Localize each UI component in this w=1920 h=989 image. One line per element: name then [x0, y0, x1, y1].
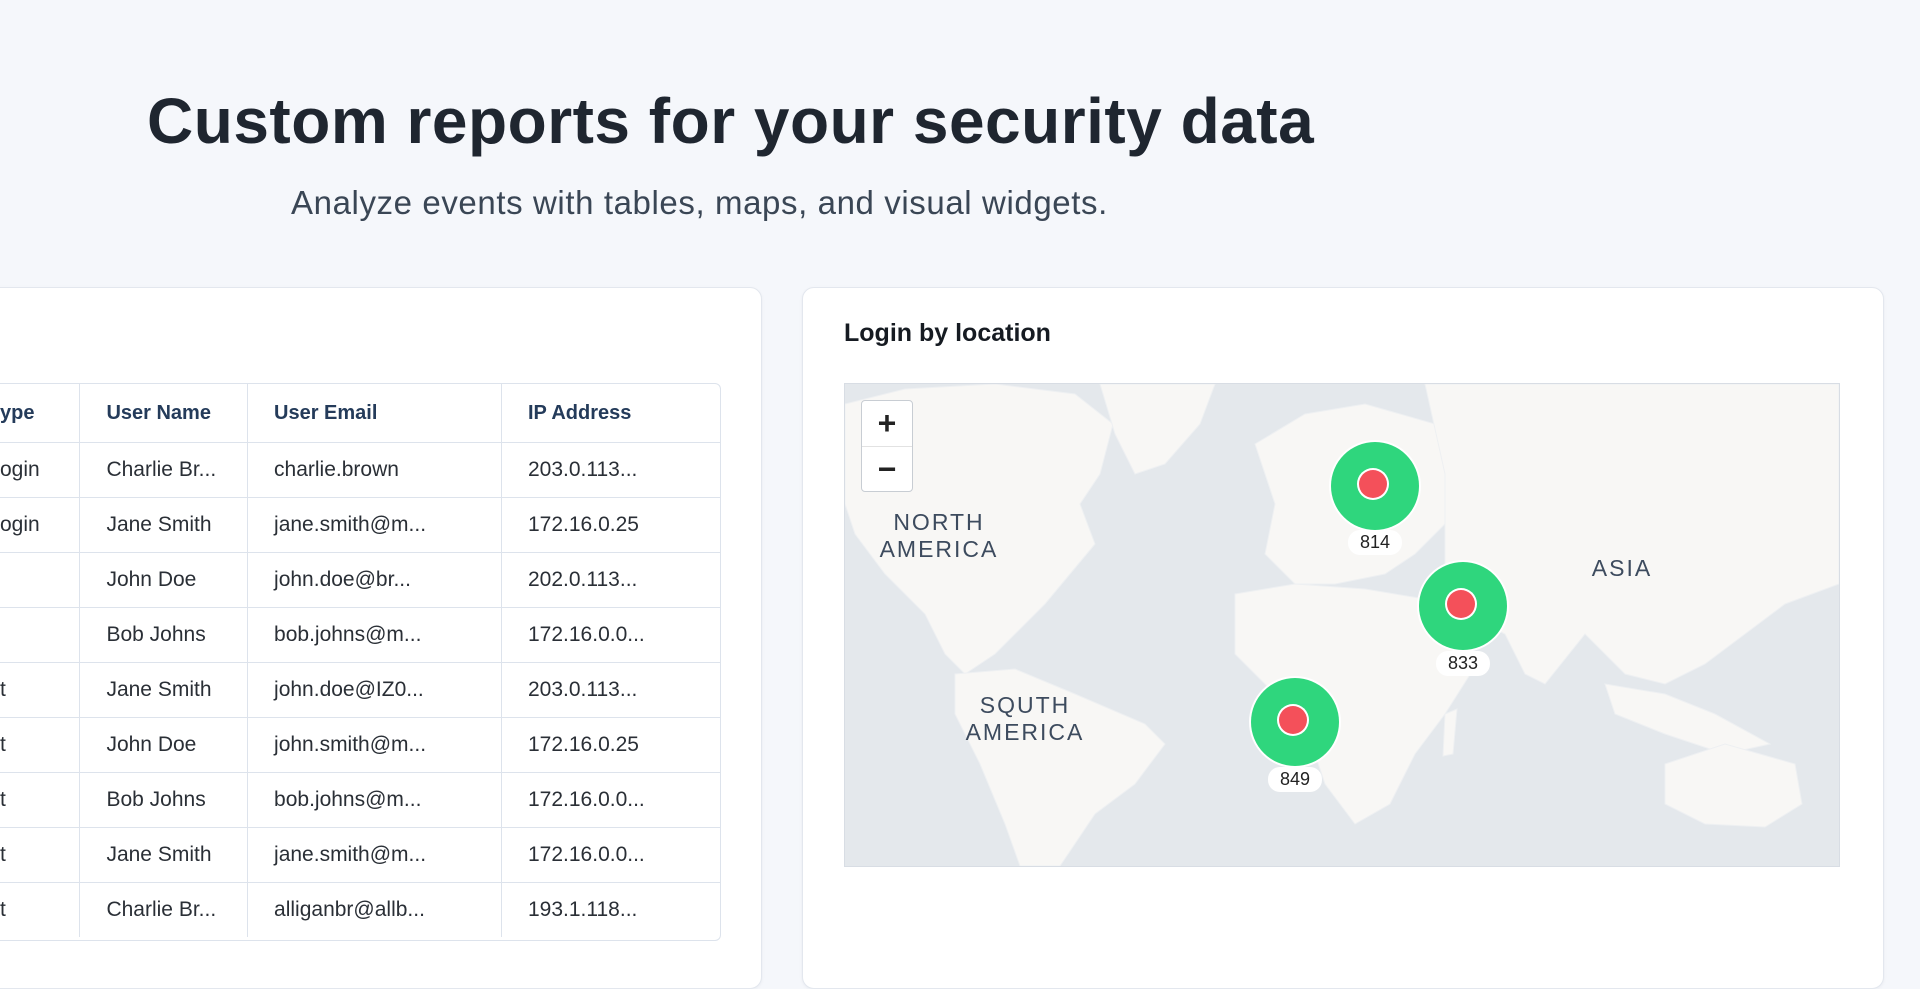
cell-type: t	[0, 772, 81, 828]
cell-type	[0, 552, 81, 608]
cell-user-email: bob.johns@m...	[247, 772, 502, 828]
cell-ip-address: 172.16.0.0...	[501, 772, 720, 828]
land-madagascar	[1442, 708, 1458, 757]
cell-user-name: John Doe	[79, 552, 249, 608]
cell-user-name: Bob Johns	[79, 607, 249, 663]
cell-ip-address: 172.16.0.0...	[501, 607, 720, 663]
zoom-out-button[interactable]: −	[877, 451, 897, 487]
cell-ip-address: 172.16.0.25	[501, 497, 720, 553]
column-header-user-email[interactable]: User Email	[247, 384, 502, 443]
cell-type: t	[0, 827, 81, 883]
marker-dot	[1359, 470, 1387, 498]
cluster-marker-europe[interactable]	[1331, 442, 1419, 530]
world-map[interactable]: + − NORTH AMERICA SQUTH AMERICA ASIA 814…	[844, 383, 1840, 867]
cell-type: t	[0, 662, 81, 718]
cell-user-name: Charlie Br...	[79, 442, 249, 498]
land-greenland	[1099, 384, 1216, 475]
table-row[interactable]: Bob Johns bob.johns@m... 172.16.0.0...	[0, 607, 720, 663]
cell-ip-address: 202.0.113...	[501, 552, 720, 608]
cell-user-email: alliganbr@allb...	[247, 882, 502, 937]
label-north-america: NORTH AMERICA	[879, 509, 999, 562]
table-header-row: ype User Name User Email IP Address	[0, 384, 720, 443]
land-australia	[1664, 743, 1803, 828]
cell-user-email: charlie.brown	[247, 442, 502, 498]
cell-type: ogin	[0, 497, 81, 553]
column-header-ip-address[interactable]: IP Address	[501, 384, 720, 443]
cell-user-name: John Doe	[79, 717, 249, 773]
map-card-title: Login by location	[844, 319, 1051, 347]
cell-ip-address: 203.0.113...	[501, 442, 720, 498]
cell-type: t	[0, 882, 81, 937]
table-row[interactable]: t Bob Johns bob.johns@m... 172.16.0.0...	[0, 772, 720, 828]
cell-ip-address: 172.16.0.25	[501, 717, 720, 773]
cell-type	[0, 607, 81, 663]
column-header-type[interactable]: ype	[0, 384, 81, 443]
marker-dot	[1279, 706, 1307, 734]
table-row[interactable]: t Charlie Br... alliganbr@allb... 193.1.118…	[0, 882, 720, 937]
table-row[interactable]: ogin Jane Smith jane.smith@m... 172.16.0.25	[0, 497, 720, 553]
column-header-user-name[interactable]: User Name	[79, 384, 249, 443]
cell-user-name: Jane Smith	[79, 827, 249, 883]
map-land	[845, 384, 1839, 866]
page-title: Custom reports for your security data	[147, 85, 1315, 157]
cell-user-name: Jane Smith	[79, 497, 249, 553]
table-row[interactable]: t Jane Smith john.doe@IZ0... 203.0.113...	[0, 662, 720, 718]
cell-user-email: jane.smith@m...	[247, 827, 502, 883]
cell-ip-address: 193.1.118...	[528, 898, 638, 921]
cell-user-email: jane.smith@m...	[247, 497, 502, 553]
cell-user-name: Charlie Br...	[79, 882, 249, 937]
table-row[interactable]: t John Doe john.smith@m... 172.16.0.25	[0, 717, 720, 773]
cell-user-email: john.doe@br...	[247, 552, 502, 608]
label-asia: ASIA	[1591, 555, 1653, 581]
cell-ip-address: 172.16.0.0...	[501, 827, 720, 883]
cluster-marker-africa[interactable]	[1251, 678, 1339, 766]
table-row[interactable]: t Jane Smith jane.smith@m... 172.16.0.0...	[0, 827, 720, 883]
map-zoom-control: + −	[861, 400, 913, 492]
cell-user-email: bob.johns@m...	[247, 607, 502, 663]
zoom-in-button[interactable]: +	[862, 401, 912, 447]
page-subtitle: Analyze events with tables, maps, and vi…	[291, 184, 1108, 221]
cell-user-email: john.smith@m...	[247, 717, 502, 773]
events-table: ype User Name User Email IP Address ogin…	[0, 383, 721, 941]
cell-user-email: john.doe@IZ0...	[247, 662, 502, 718]
cluster-marker-middle-east[interactable]	[1419, 562, 1507, 650]
table-row[interactable]: ogin Charlie Br... charlie.brown 203.0.113.…	[0, 442, 720, 498]
cell-user-name: Bob Johns	[79, 772, 249, 828]
marker-dot	[1447, 590, 1475, 618]
cluster-count-europe: 814	[1347, 530, 1403, 555]
cell-user-name: Jane Smith	[79, 662, 249, 718]
table-row[interactable]: John Doe john.doe@br... 202.0.113...	[0, 552, 720, 608]
label-south-america: SQUTH AMERICA	[965, 692, 1085, 745]
cell-type: ogin	[0, 442, 81, 498]
land-southeast-asia	[1604, 683, 1772, 755]
cell-type: t	[0, 717, 81, 773]
cluster-count-middle-east: 833	[1435, 651, 1491, 676]
cluster-count-africa: 849	[1267, 767, 1323, 792]
land-south-america	[954, 668, 1166, 866]
cell-ip-address: 203.0.113...	[501, 662, 720, 718]
